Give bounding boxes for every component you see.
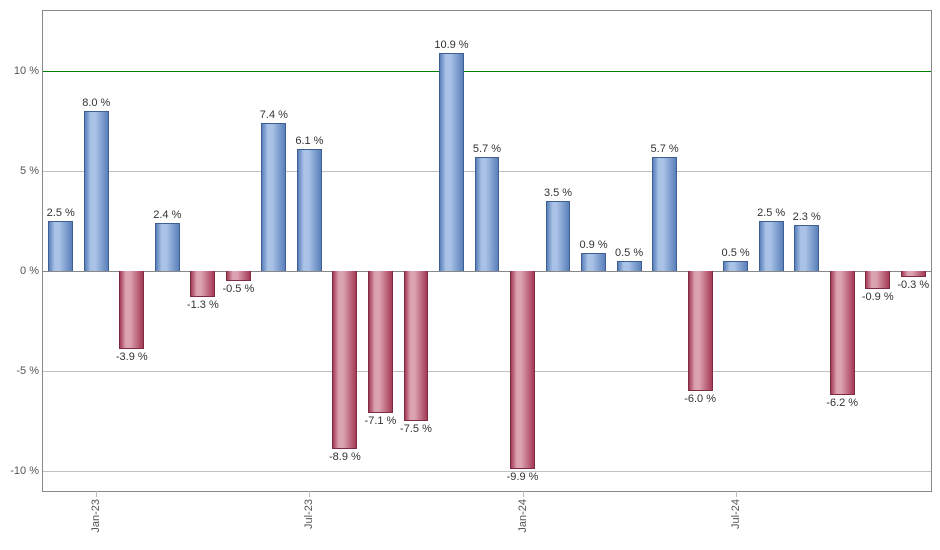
reference-line [43, 71, 931, 72]
bar [261, 123, 286, 271]
gridline [43, 371, 931, 372]
y-tick-label: 10 % [14, 65, 43, 77]
bar-value-label: 2.4 % [153, 209, 181, 221]
bar-value-label: -7.1 % [365, 415, 397, 427]
bar [332, 271, 357, 449]
bar [581, 253, 606, 271]
y-tick-label: -5 % [16, 365, 43, 377]
bar-value-label: 0.5 % [615, 247, 643, 259]
bar [190, 271, 215, 297]
bar-value-label: -3.9 % [116, 351, 148, 363]
bar-value-label: 7.4 % [260, 109, 288, 121]
bar [865, 271, 890, 289]
bar [155, 223, 180, 271]
plot-area: -10 %-5 %0 %5 %10 %Jan-23Jul-23Jan-24Jul… [42, 10, 932, 492]
x-tick-mark [736, 491, 737, 497]
y-tick-label: 0 % [20, 265, 43, 277]
bar [404, 271, 429, 421]
bar [759, 221, 784, 271]
bar-value-label: -0.3 % [897, 279, 929, 291]
bar-value-label: 2.5 % [47, 207, 75, 219]
x-tick-mark [309, 491, 310, 497]
bar [688, 271, 713, 391]
y-tick-label: -10 % [10, 465, 43, 477]
bar-value-label: -0.5 % [222, 283, 254, 295]
bar [475, 157, 500, 271]
bar [368, 271, 393, 413]
x-tick-label: Jul-24 [730, 499, 742, 529]
bar-chart: -10 % -5 % 0 % 5 % 10 % Jan-23 Jul-23 Jan-24 Jul… [0, 0, 940, 550]
bar [794, 225, 819, 271]
bar-value-label: 3.5 % [544, 187, 572, 199]
bar [297, 149, 322, 271]
bar-value-label: -1.3 % [187, 299, 219, 311]
bar [546, 201, 571, 271]
bar [439, 53, 464, 271]
bar-value-label: 0.9 % [579, 239, 607, 251]
bar-value-label: 2.5 % [757, 207, 785, 219]
bar-value-label: -6.2 % [826, 397, 858, 409]
bar-value-label: 0.5 % [722, 247, 750, 259]
bar-value-label: -0.9 % [862, 291, 894, 303]
bar-value-label: -7.5 % [400, 423, 432, 435]
bar [617, 261, 642, 271]
bar-value-label: 6.1 % [295, 135, 323, 147]
bar-value-label: 2.3 % [793, 211, 821, 223]
bar [48, 221, 73, 271]
x-tick-mark [523, 491, 524, 497]
x-tick-label: Jul-23 [303, 499, 315, 529]
bar [84, 111, 109, 271]
gridline [43, 471, 931, 472]
bar-value-label: 8.0 % [82, 97, 110, 109]
x-tick-label: Jan-23 [90, 499, 102, 533]
x-tick-label: Jan-24 [517, 499, 529, 533]
bar-value-label: 10.9 % [434, 39, 468, 51]
bar-value-label: -8.9 % [329, 451, 361, 463]
bar [723, 261, 748, 271]
bar [510, 271, 535, 469]
bar-value-label: -9.9 % [507, 471, 539, 483]
bar [901, 271, 926, 277]
bar [119, 271, 144, 349]
bar-value-label: 5.7 % [651, 143, 679, 155]
bar [226, 271, 251, 281]
bar [652, 157, 677, 271]
bar-value-label: -6.0 % [684, 393, 716, 405]
x-tick-mark [96, 491, 97, 497]
y-tick-label: 5 % [20, 165, 43, 177]
bar-value-label: 5.7 % [473, 143, 501, 155]
bar [830, 271, 855, 395]
zero-line [43, 271, 931, 272]
